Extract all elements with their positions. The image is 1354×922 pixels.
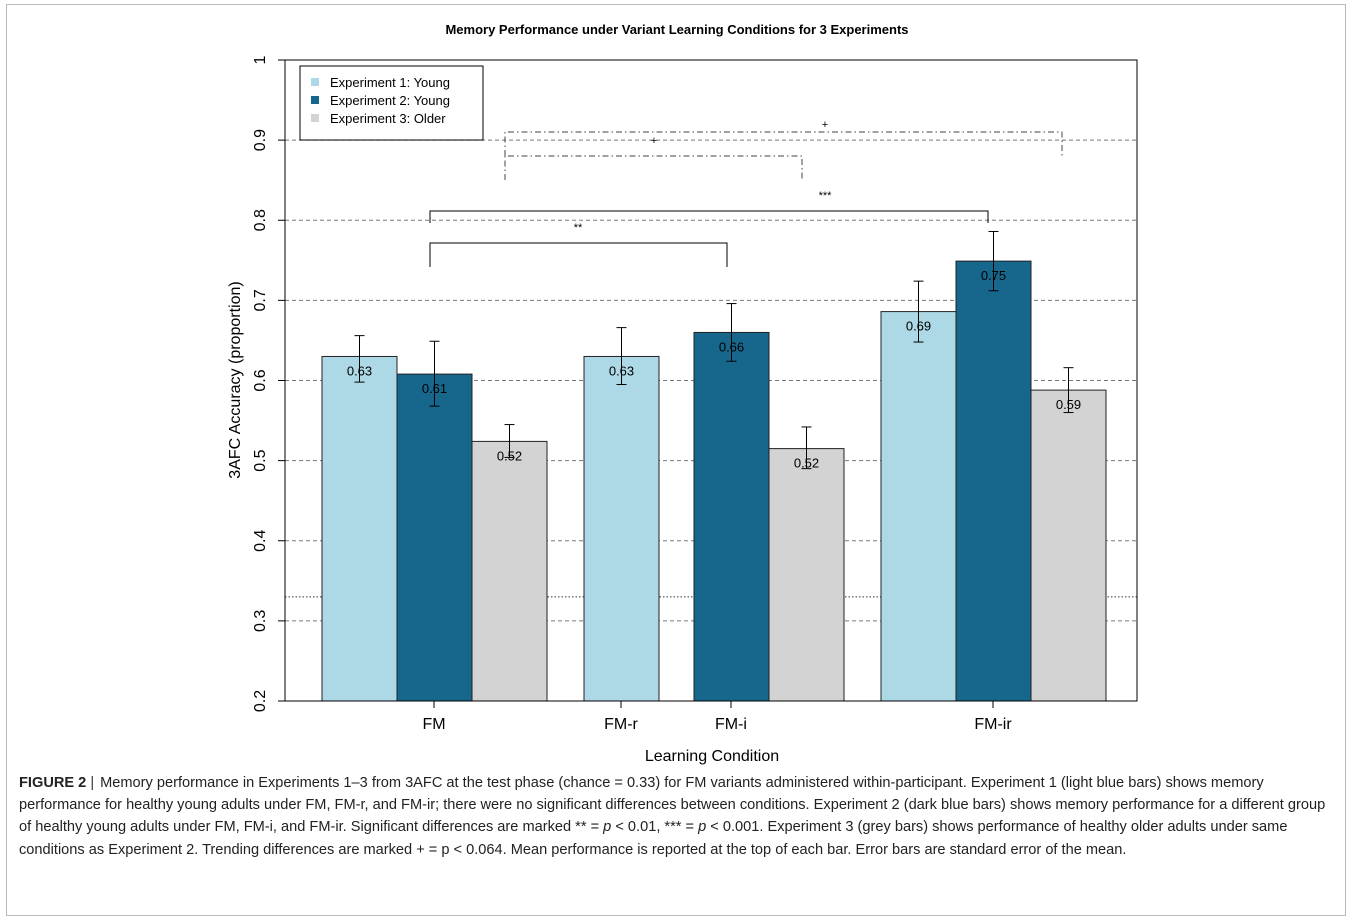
y-tick-label: 0.5 <box>252 449 269 471</box>
legend-label: Experiment 3: Older <box>330 111 446 126</box>
x-tick-label: FM-r <box>604 716 638 733</box>
significance-bracket <box>504 155 803 180</box>
bar-value-label: 0.52 <box>794 456 819 471</box>
legend-box <box>299 65 484 141</box>
y-tick-label: 1 <box>252 55 269 64</box>
legend-swatch <box>311 96 319 104</box>
significance-bracket <box>429 242 728 267</box>
significance-label: + <box>651 135 657 147</box>
legend-swatch <box>311 78 319 86</box>
bar-value-label: 0.59 <box>1056 397 1081 412</box>
caption-p-italic-2: p <box>698 819 707 836</box>
legend-label: Experiment 2: Young <box>330 93 450 108</box>
caption-text-1: Memory performance in Experiments 1–3 fr… <box>19 775 1326 836</box>
significance-label: + <box>822 119 828 131</box>
bar-value-label: 0.52 <box>497 448 522 463</box>
significance-bracket <box>429 210 989 223</box>
legend-label: Experiment 1: Young <box>330 75 450 90</box>
y-tick-label: 0.9 <box>252 129 269 151</box>
y-tick-label: 0.3 <box>252 610 269 632</box>
bar <box>321 355 398 702</box>
legend-swatch <box>311 114 319 122</box>
bar <box>1030 389 1107 702</box>
caption-p-italic-1: p <box>603 819 612 836</box>
bar <box>471 440 548 702</box>
chart: Memory Performance under Variant Learnin… <box>227 22 1138 765</box>
bar <box>396 373 473 702</box>
bar <box>955 260 1032 702</box>
caption-separator: | <box>90 775 95 791</box>
x-axis-title: Learning Condition <box>645 748 779 765</box>
bar <box>768 448 845 702</box>
caption-text-2: < 0.01, *** = <box>611 819 699 836</box>
y-tick-label: 0.2 <box>252 690 269 712</box>
bar-value-label: 0.63 <box>347 363 372 378</box>
bar-value-label: 0.66 <box>719 339 744 354</box>
bar <box>880 311 957 702</box>
x-tick-label: FM-ir <box>974 716 1012 733</box>
y-axis-title: 3AFC Accuracy (proportion) <box>227 281 244 478</box>
bar <box>583 355 660 702</box>
y-tick-label: 0.7 <box>252 289 269 311</box>
figure-caption: FIGURE 2 | Memory performance in Experimen… <box>19 772 1339 861</box>
bar-value-label: 0.63 <box>609 363 634 378</box>
y-tick-label: 0.6 <box>252 369 269 391</box>
bar-value-label: 0.61 <box>422 381 447 396</box>
x-tick-label: FM <box>422 716 445 733</box>
bar-value-label: 0.75 <box>981 268 1006 283</box>
y-tick-label: 0.4 <box>252 530 269 552</box>
caption-text-3: < 0.001. Experiment 3 (grey bars) shows … <box>19 819 1288 858</box>
bar-value-label: 0.69 <box>906 319 931 334</box>
significance-label: ** <box>574 222 583 234</box>
chart-title: Memory Performance under Variant Learnin… <box>445 22 908 37</box>
x-tick-label: FM-i <box>715 716 747 733</box>
figure-label: FIGURE 2 <box>19 775 87 791</box>
significance-label: *** <box>819 190 833 202</box>
y-tick-label: 0.8 <box>252 209 269 231</box>
significance-bracket <box>504 131 1063 156</box>
figure-frame <box>6 4 1346 916</box>
bar <box>693 331 770 702</box>
